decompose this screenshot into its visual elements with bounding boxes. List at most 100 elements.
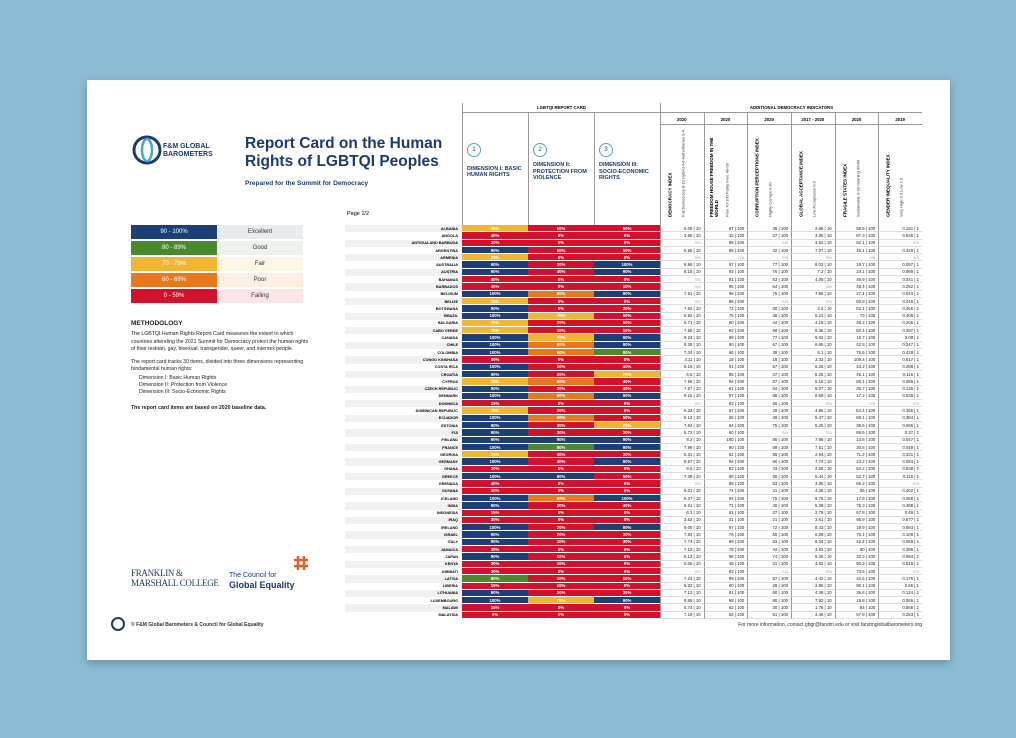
indicator-value: 7.85 | 10 <box>791 290 835 298</box>
country-name: BRAZIL <box>345 312 462 320</box>
dimension-score: 40% <box>594 363 660 371</box>
indicator-value: 6.89 | 10 <box>791 531 835 539</box>
dimension-score: 30% <box>462 560 528 568</box>
indicator-value: n/a <box>660 480 704 488</box>
dimension-score: 50% <box>528 246 594 255</box>
dimension-score: 20% <box>528 261 594 269</box>
dimension-score: 0% <box>528 283 594 291</box>
legend-label: Good <box>217 241 303 255</box>
dimension-score: 50% <box>528 225 594 233</box>
indicator-value: 52.1 | 100 <box>834 239 879 247</box>
indicator-value: 77 | 100 <box>747 334 791 342</box>
indicator-value: 85 | 100 <box>703 370 748 379</box>
indicator-value: 38.6 | 100 <box>834 422 879 430</box>
indicator-value: 44 | 100 <box>747 546 791 554</box>
indicator-value: 19.7 | 100 <box>834 261 879 269</box>
dimension-item: Dimension III: Socio-Economic Rights <box>139 389 226 396</box>
indicator-value: 6.3 | 10 <box>660 509 704 517</box>
indicator-value: 7.92 | 10 <box>791 597 835 605</box>
dimension-score: 90% <box>594 597 660 605</box>
indicator-value: 94 | 100 <box>703 378 748 386</box>
dimension-score: 40% <box>594 385 660 393</box>
indicator-value: 5.47 | 10 <box>791 414 835 422</box>
dimension-score: 90% <box>462 553 528 561</box>
indicator-sub: Low Acceptance 0-3 <box>811 180 817 217</box>
indicator-value: 8.68 | 10 <box>660 597 704 605</box>
indicator-value: 7.51 | 10 <box>791 443 835 452</box>
indicator-value: 46.1 | 100 <box>834 246 879 255</box>
dimension-score: 0% <box>594 487 660 495</box>
indicator-value: 0.086 | 1 <box>878 378 922 386</box>
dimension-score: 90% <box>462 436 528 444</box>
dimension-score: 90% <box>594 458 660 466</box>
header-column <box>528 113 594 225</box>
indicator-value: 6.65 | 10 <box>791 341 835 350</box>
country-name: KENYA <box>345 560 462 568</box>
dimension-score: 20% <box>528 407 594 415</box>
country-name: MALAWI <box>345 604 462 612</box>
indicator-value: 0.288 | 1 <box>878 363 922 371</box>
indicator-value: 0.136 | 1 <box>878 385 922 393</box>
dimension-score: 60% <box>528 341 594 350</box>
indicator-value: 0.247 | 1 <box>878 341 922 350</box>
indicator-value: 3.83 | 10 <box>791 546 835 554</box>
indicator-value: 0.124 | 1 <box>878 589 922 598</box>
dimension-score: 100% <box>462 414 528 422</box>
indicator-value: 8.16 | 10 <box>660 363 704 371</box>
group-header: ADDITIONAL DEMOCRACY INDICATORS <box>660 103 922 113</box>
indicator-value: n/a <box>791 297 835 306</box>
dimension-score: 40% <box>528 458 594 466</box>
indicator-value: 86 | 100 <box>703 297 748 306</box>
dimension-score: 0% <box>528 604 594 612</box>
dimension-score: 0% <box>528 480 594 488</box>
indicator-value: 18.8 | 100 <box>834 597 879 605</box>
dimension-score: 30% <box>594 589 660 598</box>
dimension-score: 75% <box>462 297 528 306</box>
indicator-sub: Very High 0.3 Low 1.0 <box>899 177 905 217</box>
dimension-score: 0% <box>528 546 594 554</box>
indicator-value: n/a <box>878 239 922 247</box>
dimension-score: 0% <box>594 465 660 474</box>
indicator-value: 35.7 | 100 <box>834 385 879 393</box>
indicator-value: 24.1 | 100 <box>834 268 879 277</box>
dimension-score: 30% <box>462 516 528 525</box>
indicator-value: n/a <box>660 239 704 247</box>
country-name: COSTA RICA <box>345 363 462 371</box>
indicator-value: 0.058 | 1 <box>878 494 922 503</box>
country-name: DOMINICA <box>345 400 462 408</box>
indicator-year: 2020 <box>660 115 704 125</box>
dimension-score: 100% <box>594 494 660 503</box>
dimension-score: 0% <box>594 407 660 415</box>
dimension-score: 0% <box>528 400 594 408</box>
dimension-score: 90% <box>462 422 528 430</box>
indicator-value: 93 | 100 <box>703 268 748 277</box>
legend-range: 0 - 59% <box>131 289 217 303</box>
dimension-score: 10% <box>594 327 660 335</box>
indicator-value: 0.518 | 1 <box>878 560 922 568</box>
indicator-value: 0.384 | 1 <box>878 414 922 422</box>
country-name: ITALY <box>345 538 462 547</box>
dimension-score: 0% <box>594 480 660 488</box>
indicator-value: n/a <box>791 400 835 408</box>
dimension-score: 90% <box>594 290 660 298</box>
indicator-value: 55 | 100 <box>747 400 791 408</box>
indicator-value: 2.58 | 10 <box>791 465 835 474</box>
footer-right: For more information, contact gbgr@fandm… <box>738 622 922 628</box>
indicator-value: 64.4 | 100 <box>834 407 879 415</box>
dimension-score: 20% <box>594 531 660 539</box>
indicator-value: 90 | 100 <box>703 443 748 452</box>
indicator-value: 0.536 | 1 <box>878 232 922 240</box>
legend-label: Failing <box>217 289 303 303</box>
indicator-value: n/a <box>660 567 704 576</box>
indicator-value: 9.37 | 10 <box>660 494 704 503</box>
indicator-value: 7.19 | 10 <box>660 611 704 619</box>
indicator-value: 0.069 | 1 <box>878 268 922 277</box>
indicator-value: 36.6 | 100 <box>834 589 879 598</box>
indicator-value: 0.206 | 1 <box>878 319 922 328</box>
indicator-value: 1.76 | 10 <box>791 604 835 612</box>
header-column <box>660 113 704 225</box>
country-name: JAPAN <box>345 553 462 561</box>
indicator-value: n/a <box>878 480 922 488</box>
indicator-value: 3.86 | 10 <box>791 480 835 488</box>
country-name: BOTSWANA <box>345 305 462 313</box>
